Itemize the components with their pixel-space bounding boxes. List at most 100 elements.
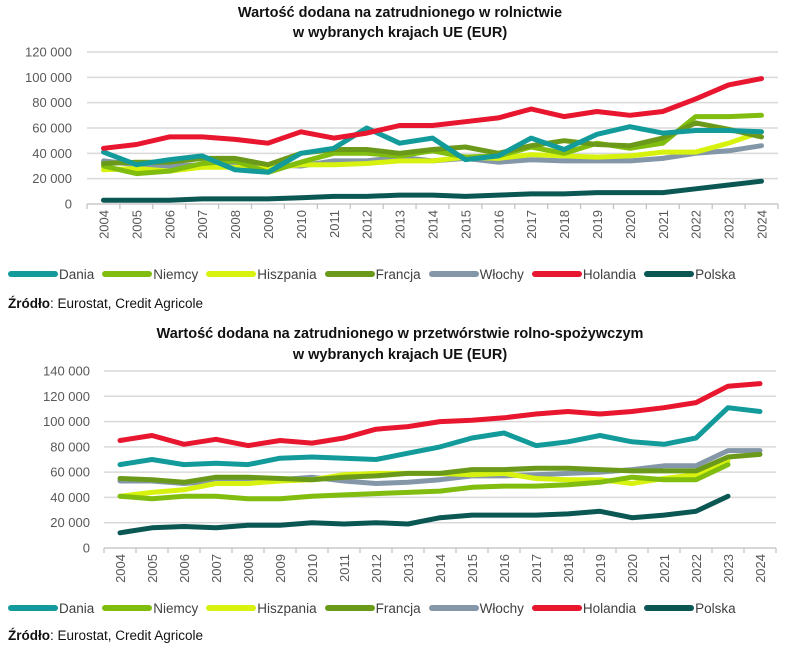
series-line-niemcy <box>117 462 731 502</box>
x-tick-label: 2015 <box>458 210 473 239</box>
legend-item: Holandia <box>531 266 637 282</box>
x-tick-label: 2020 <box>625 554 640 583</box>
y-tick-label: 60 000 <box>32 121 72 136</box>
legend-item: Dania <box>8 601 94 616</box>
x-tick-label: 2024 <box>753 554 768 583</box>
x-tick-label: 2020 <box>623 210 638 239</box>
series-line-polska <box>101 178 764 203</box>
x-tick-label: 2019 <box>593 554 608 583</box>
legend-swatch-icon <box>324 605 375 611</box>
legend-label: Dania <box>59 600 95 616</box>
legend-label: Holandia <box>582 266 637 282</box>
legend-swatch-icon <box>644 271 695 277</box>
series-line-hiszpania <box>101 129 764 174</box>
y-tick-label: 140 000 <box>43 364 90 379</box>
x-tick-label: 2018 <box>561 554 576 583</box>
source-label: Źródło <box>8 296 50 311</box>
legend-item: Holandia <box>531 600 637 616</box>
legend-label: Niemcy <box>153 266 199 282</box>
legend-label: Francja <box>375 266 421 282</box>
legend-swatch-icon <box>531 271 582 277</box>
x-tick-label: 2013 <box>393 210 408 239</box>
legend-swatch-icon <box>428 271 479 277</box>
x-tick-label: 2017 <box>529 554 544 583</box>
x-tick-label: 2014 <box>433 554 448 583</box>
source-text: : Eurostat, Credit Agricole <box>50 296 204 311</box>
x-tick-label: 2007 <box>195 210 210 239</box>
x-tick-label: 2006 <box>162 210 177 239</box>
legend-swatch-icon <box>324 271 375 277</box>
series-line-dania <box>101 124 764 175</box>
x-tick-label: 2023 <box>721 554 736 583</box>
legend-swatch-icon <box>644 605 695 611</box>
legend-label: Niemcy <box>153 600 199 616</box>
x-tick-label: 2022 <box>689 210 704 239</box>
y-tick-label: 20 000 <box>32 171 72 186</box>
chart-title-line2: w wybranych krajach UE (EUR) <box>292 25 508 41</box>
chart-title-line2: w wybranych krajach UE (EUR) <box>292 347 508 363</box>
legend-item: Włochy <box>428 600 524 616</box>
x-tick-label: 2024 <box>755 210 770 239</box>
legend-item: Dania <box>8 267 94 282</box>
chart-title-line1: Wartość dodana na zatrudnionego w rolnic… <box>237 5 563 21</box>
x-tick-label: 2010 <box>294 210 309 239</box>
x-tick-label: 2008 <box>241 554 256 583</box>
legend-item: Polska <box>644 601 736 616</box>
x-tick-label: 2009 <box>273 554 288 583</box>
series-line-polska <box>117 493 731 536</box>
x-tick-label: 2021 <box>657 554 672 583</box>
y-tick-label: 0 <box>65 197 72 212</box>
legend-label: Francja <box>375 600 421 616</box>
chart-rolnictwo: Wartość dodana na zatrudnionego w rolnic… <box>0 0 800 318</box>
x-tick-label: 2015 <box>465 554 480 583</box>
legend-swatch-icon <box>102 271 153 277</box>
chart-plot-area: 0 20 000 40 000 60 000 80 000 100 000 120 000 2… <box>25 45 779 239</box>
x-tick-label: 2017 <box>524 210 539 239</box>
series-line-dania <box>117 405 763 468</box>
y-tick-label: 80 000 <box>50 439 90 454</box>
legend-label: Hiszpania <box>257 600 317 616</box>
y-tick-label: 40 000 <box>32 146 72 161</box>
legend-label: Dania <box>59 266 95 282</box>
y-tick-label: 120 000 <box>25 45 72 60</box>
x-tick-label: 2011 <box>327 210 342 238</box>
legend-label: Włochy <box>479 600 524 616</box>
legend-swatch-icon <box>531 605 582 611</box>
legend-swatch-icon <box>206 271 257 277</box>
x-tick-label: 2009 <box>261 210 276 239</box>
y-tick-label: 0 <box>83 541 90 556</box>
x-tick-label: 2022 <box>689 554 704 583</box>
legend-item: Niemcy <box>102 601 198 616</box>
x-tick-label: 2018 <box>557 210 572 239</box>
source-text: : Eurostat, Credit Agricole <box>50 628 204 643</box>
x-tick-label: 2011 <box>337 554 352 582</box>
legend-swatch-icon <box>8 605 58 611</box>
legend-label: Holandia <box>582 600 637 616</box>
legend-swatch-icon <box>8 271 58 277</box>
legend-swatch-icon <box>206 605 257 611</box>
x-tick-label: 2016 <box>497 554 512 583</box>
chart-przetworstwo: Wartość dodana na zatrudnionego w przetw… <box>0 318 800 654</box>
legend-label: Włochy <box>479 266 524 282</box>
legend-item: Polska <box>644 267 736 282</box>
legend-label: Polska <box>695 600 736 616</box>
x-tick-label: 2012 <box>360 210 375 239</box>
y-tick-label: 120 000 <box>43 389 90 404</box>
series-line-holandia <box>117 381 763 449</box>
x-tick-label: 2010 <box>305 554 320 583</box>
series-line-holandia <box>101 76 764 151</box>
x-tick-label: 2005 <box>129 210 144 239</box>
x-tick-label: 2005 <box>145 554 160 583</box>
legend-label: Polska <box>695 266 736 282</box>
y-tick-label: 60 000 <box>50 465 90 480</box>
x-tick-label: 2012 <box>369 554 384 583</box>
chart-plot-area: 0 20 000 40 000 60 000 80 000 100 000 120 000 1… <box>43 364 777 583</box>
chart-legend: Dania Niemcy Hiszpania Francja Włochy Holandi… <box>8 598 798 618</box>
legend-swatch-icon <box>102 605 153 611</box>
x-tick-label: 2013 <box>401 554 416 583</box>
chart-legend: Dania Niemcy Hiszpania Francja Włochy Holandi… <box>8 264 798 284</box>
legend-item: Hiszpania <box>206 267 317 282</box>
source-note: Źródło: Eurostat, Credit Agricole <box>8 628 203 643</box>
legend-item: Francja <box>324 600 421 616</box>
y-tick-label: 100 000 <box>43 414 90 429</box>
